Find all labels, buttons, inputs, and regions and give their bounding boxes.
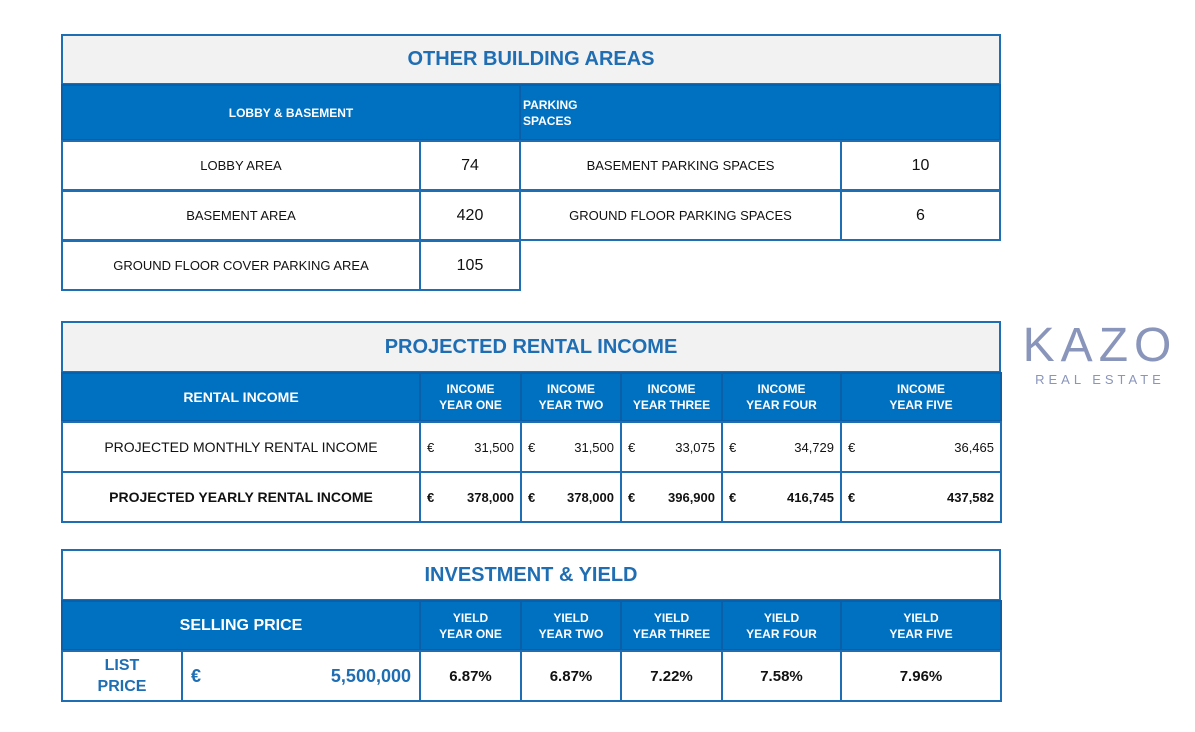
rental-value: 36,465 (954, 439, 994, 455)
rental-value-cell: €416,745 (721, 471, 842, 523)
yield-value: 7.58% (721, 650, 842, 702)
lobby-row-value: 105 (419, 240, 521, 291)
rental-value: 416,745 (787, 489, 834, 505)
rental-value-cell: €396,900 (620, 471, 723, 523)
parking-row-label: BASEMENT PARKING SPACES (519, 140, 842, 191)
currency-symbol: € (628, 489, 636, 505)
rental-value: 378,000 (567, 489, 614, 505)
parking-row-value: 6 (840, 190, 1001, 241)
income-year-header: INCOME YEAR ONE (419, 372, 522, 422)
price-amount: 5,500,000 (330, 665, 411, 686)
rental-value-cell: €31,500 (520, 421, 622, 473)
section-title-investment-yield: INVESTMENT & YIELD (61, 549, 1001, 601)
rental-value-cell: €378,000 (520, 471, 622, 523)
section-title-other-building-areas: OTHER BUILDING AREAS (61, 34, 1001, 85)
lobby-row-value: 74 (419, 140, 521, 191)
section-title-rental-income: PROJECTED RENTAL INCOME (61, 321, 1001, 373)
rental-value-cell: €33,075 (620, 421, 723, 473)
lobby-row-label: GROUND FLOOR COVER PARKING AREA (61, 240, 421, 291)
currency-symbol: € (528, 489, 536, 505)
rental-value: 378,000 (467, 489, 514, 505)
yield-value: 7.96% (840, 650, 1002, 702)
rental-value: 33,075 (675, 439, 715, 455)
yield-year-header: YIELD YEAR THREE (620, 600, 723, 651)
income-year-header: INCOME YEAR FIVE (840, 372, 1002, 422)
rental-value-cell: €36,465 (840, 421, 1002, 473)
yield-year-header: YIELD YEAR FOUR (721, 600, 842, 651)
selling-price-header: SELLING PRICE (61, 600, 421, 651)
list-price-label: LIST PRICE (61, 650, 183, 702)
rental-value-cell: €378,000 (419, 471, 522, 523)
currency-symbol: € (427, 439, 435, 455)
rental-value-cell: €437,582 (840, 471, 1002, 523)
currency-symbol: € (191, 665, 202, 686)
watermark-tagline: REAL ESTATE (1035, 372, 1165, 387)
lobby-basement-header: LOBBY & BASEMENT (61, 84, 521, 141)
rental-value: 396,900 (668, 489, 715, 505)
income-year-header: INCOME YEAR TWO (520, 372, 622, 422)
rental-row-label: PROJECTED MONTHLY RENTAL INCOME (61, 421, 421, 473)
yield-year-header: YIELD YEAR TWO (520, 600, 622, 651)
rental-value: 437,582 (947, 489, 994, 505)
income-year-header: INCOME YEAR FOUR (721, 372, 842, 422)
watermark-brand: KAZO (1022, 319, 1178, 372)
rental-value-cell: €31,500 (419, 421, 522, 473)
currency-symbol: € (427, 489, 435, 505)
income-year-header: INCOME YEAR THREE (620, 372, 723, 422)
rental-income-header: RENTAL INCOME (61, 372, 421, 422)
rental-value: 31,500 (474, 439, 514, 455)
lobby-row-label: LOBBY AREA (61, 140, 421, 191)
currency-symbol: € (848, 439, 856, 455)
rental-row-label: PROJECTED YEARLY RENTAL INCOME (61, 471, 421, 523)
currency-symbol: € (628, 439, 636, 455)
rental-value: 31,500 (574, 439, 614, 455)
yield-value: 7.22% (620, 650, 723, 702)
lobby-row-value: 420 (419, 190, 521, 241)
yield-value: 6.87% (520, 650, 622, 702)
parking-spaces-header: PARKING SPACES (519, 84, 1001, 141)
yield-year-header: YIELD YEAR ONE (419, 600, 522, 651)
lobby-row-label: BASEMENT AREA (61, 190, 421, 241)
rental-value: 34,729 (794, 439, 834, 455)
currency-symbol: € (528, 439, 536, 455)
list-price-value: €5,500,000 (181, 650, 421, 702)
kazo-watermark-logo: KAZO REAL ESTATE (1010, 320, 1190, 388)
yield-value: 6.87% (419, 650, 522, 702)
yield-year-header: YIELD YEAR FIVE (840, 600, 1002, 651)
parking-row-label: GROUND FLOOR PARKING SPACES (519, 190, 842, 241)
currency-symbol: € (729, 489, 737, 505)
currency-symbol: € (848, 489, 856, 505)
rental-value-cell: €34,729 (721, 421, 842, 473)
parking-row-value: 10 (840, 140, 1001, 191)
currency-symbol: € (729, 439, 737, 455)
